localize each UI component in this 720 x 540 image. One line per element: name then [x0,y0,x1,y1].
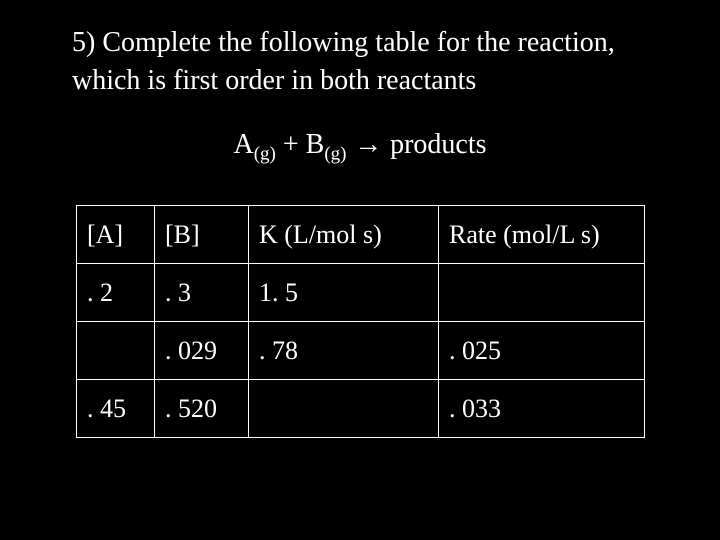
table-row: . 029 . 78 . 025 [77,322,645,380]
slide: 5) Complete the following table for the … [0,0,720,540]
arrow: → [347,128,391,159]
cell-a: . 45 [77,380,155,438]
subscript-b: (g) [324,143,346,164]
cell-rate [439,264,645,322]
cell-b: . 520 [155,380,249,438]
question-text: 5) Complete the following table for the … [30,24,690,100]
col-header-k: K (L/mol s) [249,206,439,264]
cell-b: . 029 [155,322,249,380]
cell-a: . 2 [77,264,155,322]
products-label: products [390,129,486,160]
col-header-rate: Rate (mol/L s) [439,206,645,264]
species-a: A [233,129,253,160]
rate-table: [A] [B] K (L/mol s) Rate (mol/L s) . 2 .… [76,205,645,438]
cell-k: . 78 [249,322,439,380]
cell-a [77,322,155,380]
cell-k: 1. 5 [249,264,439,322]
rate-table-container: [A] [B] K (L/mol s) Rate (mol/L s) . 2 .… [76,205,644,438]
cell-b: . 3 [155,264,249,322]
table-row: . 45 . 520 . 033 [77,380,645,438]
cell-rate: . 025 [439,322,645,380]
cell-rate: . 033 [439,380,645,438]
table-header-row: [A] [B] K (L/mol s) Rate (mol/L s) [77,206,645,264]
plus-sign: + [276,129,306,160]
reaction-equation: A(g) + B(g) → products [30,128,690,166]
subscript-a: (g) [254,143,276,164]
cell-k [249,380,439,438]
col-header-b: [B] [155,206,249,264]
col-header-a: [A] [77,206,155,264]
table-row: . 2 . 3 1. 5 [77,264,645,322]
species-b: B [306,129,325,160]
